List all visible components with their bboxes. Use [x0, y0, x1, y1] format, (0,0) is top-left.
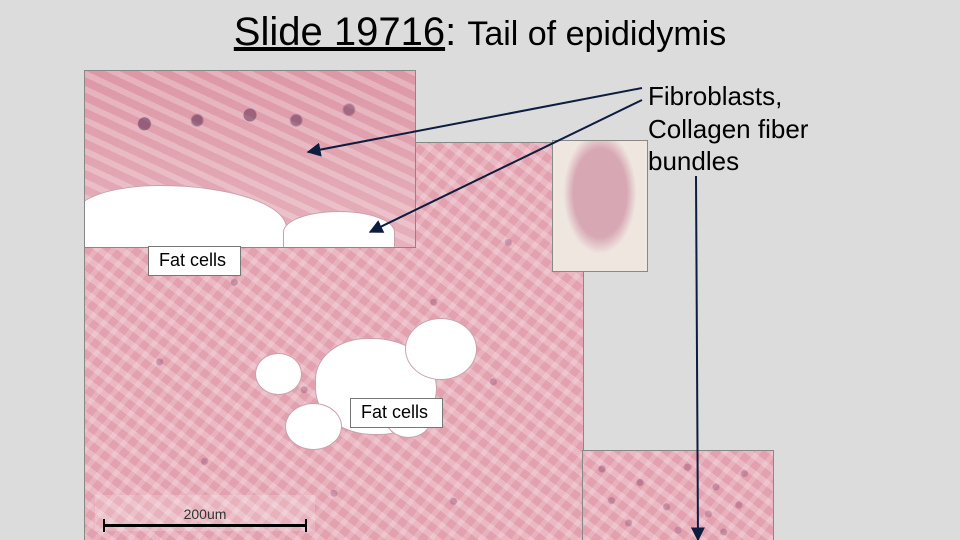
scalebar: 200um: [95, 495, 315, 531]
fat-cell: [283, 211, 395, 248]
histology-lowmag-thumbnail: [552, 140, 648, 272]
slide-title-link[interactable]: Slide 19716: [234, 10, 445, 54]
tissue-texture: [583, 451, 773, 540]
scalebar-label: 200um: [184, 506, 227, 522]
annotation-line: Fibroblasts,: [648, 80, 808, 113]
slide-title-rest: Tail of epididymis: [467, 15, 726, 53]
histology-inset-bottom-right: [582, 450, 774, 540]
slide-title-separator: :: [445, 10, 467, 54]
scalebar-line: [103, 524, 307, 527]
annotation-fibroblasts: Fibroblasts, Collagen fiber bundles: [648, 80, 808, 178]
fat-cell: [285, 403, 342, 450]
label-fat-cells: Fat cells: [350, 398, 443, 428]
histology-inset-top-left: [84, 70, 416, 248]
label-fat-cells: Fat cells: [148, 246, 241, 276]
annotation-line: bundles: [648, 145, 808, 178]
slide-title: Slide 19716: Tail of epididymis: [0, 10, 960, 55]
annotation-line: Collagen fiber: [648, 113, 808, 146]
fat-cell: [405, 318, 477, 380]
slide-root: 200um Slide 19716: Tail of epididymis Fi…: [0, 0, 960, 540]
fat-cell: [255, 353, 302, 395]
